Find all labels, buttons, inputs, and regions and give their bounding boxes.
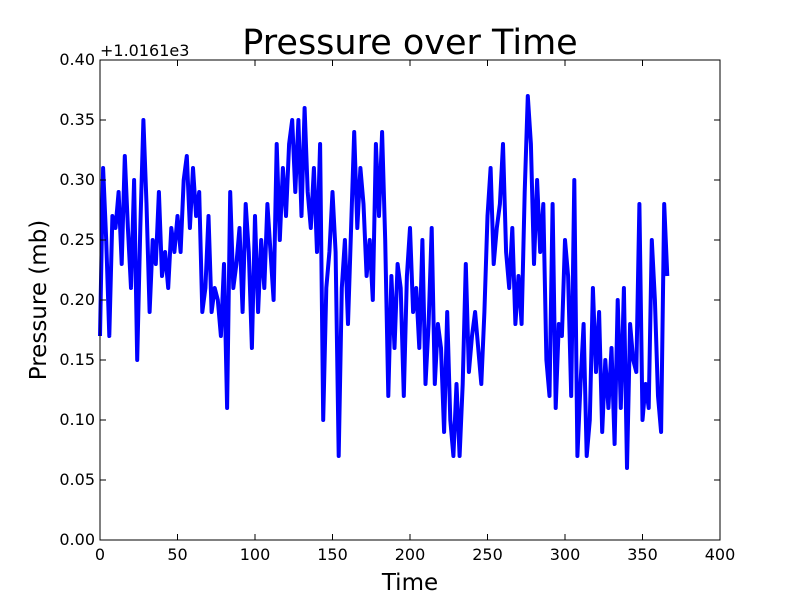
x-axis: 0 50 100 150 200 250 300 350 400 bbox=[95, 60, 735, 564]
chart-title: Pressure over Time bbox=[242, 23, 577, 63]
y-tick-label: 0.00 bbox=[59, 530, 95, 549]
x-tick-label: 300 bbox=[550, 545, 581, 564]
y-tick-label: 0.10 bbox=[59, 410, 95, 429]
y-axis: 0.00 0.05 0.10 0.15 0.20 0.25 0.30 0.35 0.40 bbox=[59, 50, 720, 549]
y-tick-label: 0.40 bbox=[59, 50, 95, 69]
x-tick-label: 400 bbox=[705, 545, 736, 564]
y-tick-label: 0.05 bbox=[59, 470, 95, 489]
y-tick-label: 0.30 bbox=[59, 170, 95, 189]
y-tick-label: 0.35 bbox=[59, 110, 95, 129]
series-layer bbox=[98, 94, 670, 470]
x-tick-label: 250 bbox=[472, 545, 503, 564]
x-tick-label: 150 bbox=[317, 545, 348, 564]
y-tick-label: 0.25 bbox=[59, 230, 95, 249]
y-tick-label: 0.15 bbox=[59, 350, 95, 369]
y-offset-label: +1.0161e3 bbox=[100, 41, 189, 60]
y-axis-title: Pressure (mb) bbox=[26, 220, 52, 380]
x-tick-label: 100 bbox=[240, 545, 271, 564]
x-tick-label: 200 bbox=[395, 545, 426, 564]
x-tick-label: 350 bbox=[627, 545, 658, 564]
x-axis-title: Time bbox=[381, 570, 438, 596]
series-line-pressure bbox=[98, 94, 670, 470]
y-tick-label: 0.20 bbox=[59, 290, 95, 309]
x-tick-label: 0 bbox=[95, 545, 105, 564]
x-tick-label: 50 bbox=[167, 545, 187, 564]
